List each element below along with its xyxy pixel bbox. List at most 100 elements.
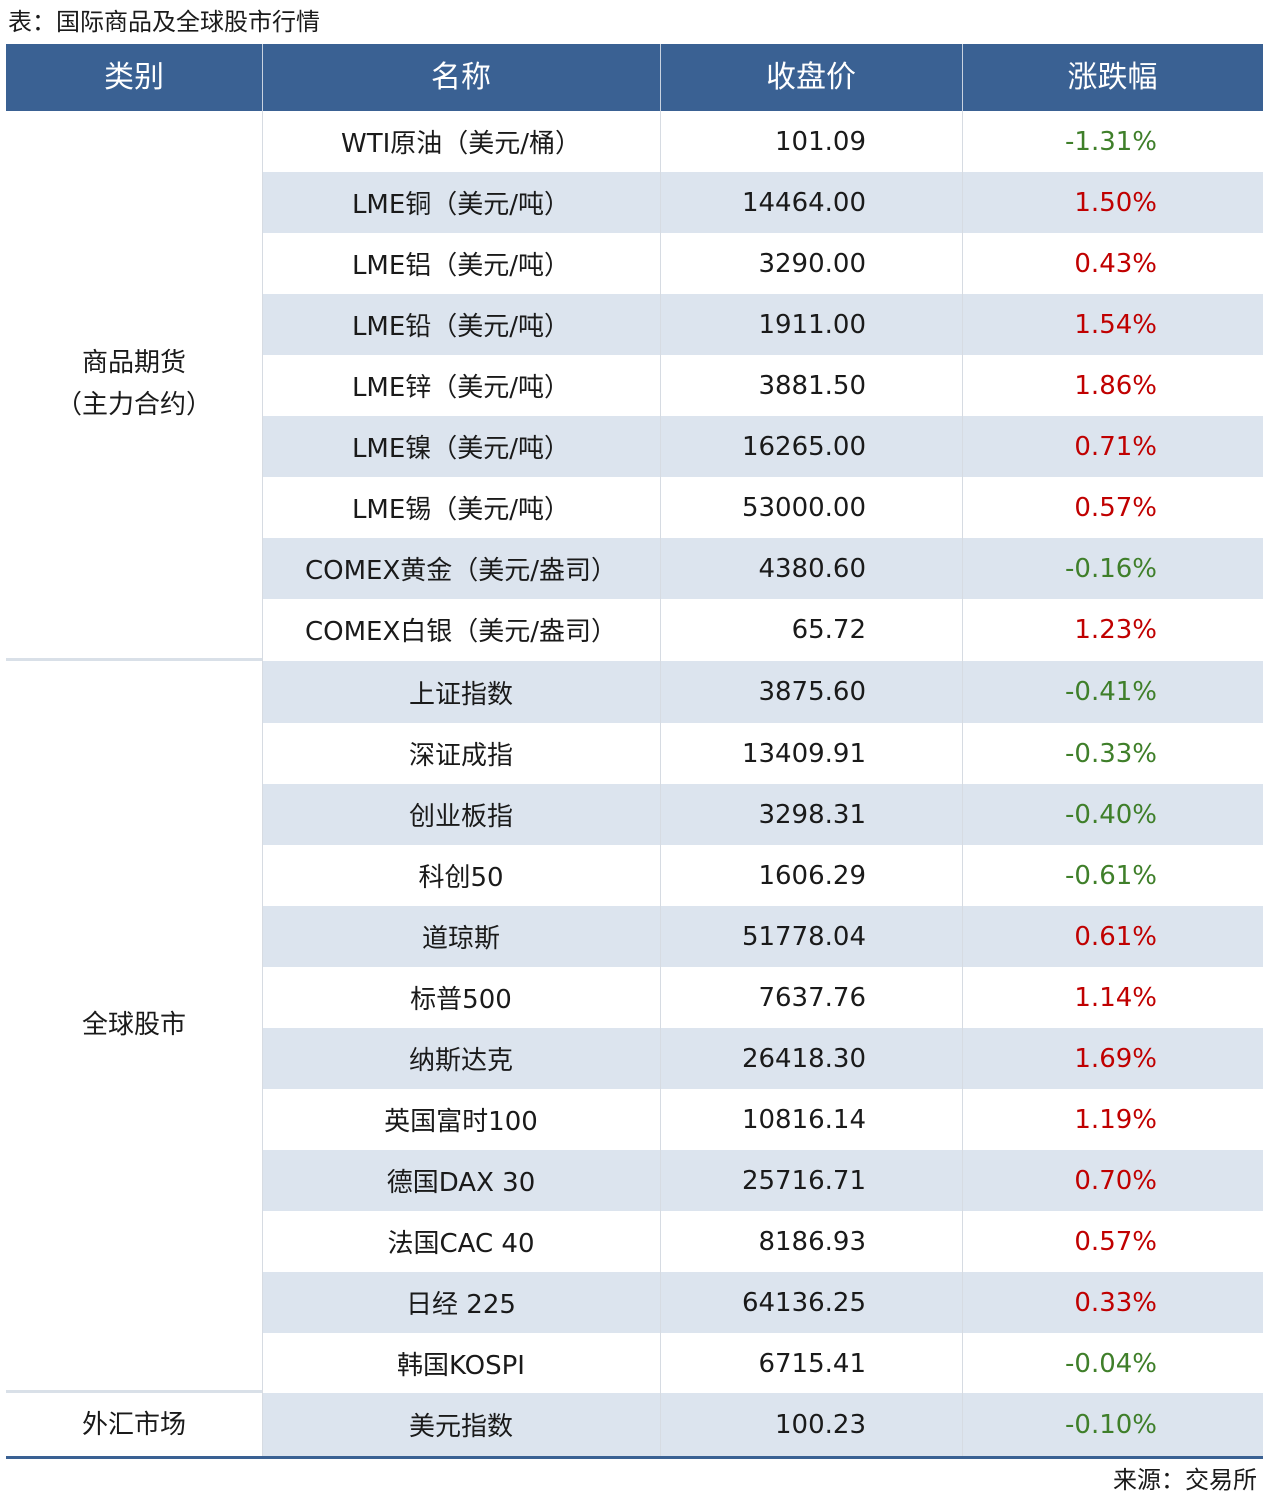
table-row: 纳斯达克 26418.30 1.69% [262,1028,1263,1089]
row-price: 26418.30 [741,1043,866,1074]
row-name: COMEX白银（美元/盎司） [304,617,618,647]
row-name: 法国CAC 40 [387,1229,535,1259]
category-sublabel: （主力合约） [55,390,212,420]
table-row: LME铝（美元/吨） 3290.00 0.43% [262,233,1263,294]
row-name: 韩国KOSPI [397,1351,525,1381]
row-change: 1.86% [1074,370,1157,401]
row-change: 0.33% [1074,1287,1157,1318]
table-row: 创业板指 3298.31 -0.40% [262,784,1263,845]
source-note: 来源：交易所 [1113,1466,1257,1494]
row-change: 1.19% [1074,1104,1157,1135]
row-change: 0.43% [1074,248,1157,279]
row-name: LME铜（美元/吨） [351,190,571,220]
row-price: 10816.14 [741,1104,866,1135]
row-price: 7637.76 [758,982,866,1013]
table-row: 韩国KOSPI 6715.41 -0.04% [262,1333,1263,1394]
header-divider [262,44,263,111]
row-name: 道琼斯 [421,924,500,954]
row-name: LME锌（美元/吨） [351,373,571,403]
category-label: 外汇市场 [81,1410,186,1440]
row-price: 16265.00 [741,431,866,462]
row-price: 3875.60 [758,677,866,707]
table-row: COMEX黄金（美元/盎司） 4380.60 -0.16% [262,538,1263,599]
category-commodities: 商品期货 （主力合约） [6,342,262,426]
row-change: -0.33% [1065,738,1157,769]
table-row: 日经 225 64136.25 0.33% [262,1272,1263,1333]
row-name: LME锡（美元/吨） [351,495,571,525]
row-price: 3881.50 [758,370,866,401]
table-row: 科创50 1606.29 -0.61% [262,845,1263,906]
table-row: LME锡（美元/吨） 53000.00 0.57% [262,477,1263,538]
table-row: WTI原油（美元/桶） 101.09 -1.31% [262,111,1263,172]
row-price: 13409.91 [741,738,866,769]
row-name: 纳斯达克 [408,1046,513,1076]
row-name: 创业板指 [408,802,513,832]
table-row: LME铜（美元/吨） 14464.00 1.50% [262,172,1263,233]
category-label: 商品期货 [81,348,186,378]
header-divider [660,44,661,111]
row-price: 1606.29 [758,860,866,891]
row-price: 25716.71 [741,1165,866,1196]
category-separator [6,1390,262,1393]
row-change: -0.16% [1065,553,1157,584]
row-name: LME镍（美元/吨） [351,434,571,464]
table-row: 美元指数 100.23 -0.10% [262,1393,1263,1456]
row-name: 标普500 [410,985,512,1015]
table-header: 类别 名称 收盘价 涨跌幅 [6,44,1263,111]
row-change: -0.40% [1065,799,1157,830]
row-change: 0.57% [1074,492,1157,523]
row-price: 100.23 [775,1409,866,1440]
table-row: LME铅（美元/吨） 1911.00 1.54% [262,294,1263,355]
table-row: 道琼斯 51778.04 0.61% [262,906,1263,967]
row-name: WTI原油（美元/桶） [340,129,582,159]
table-row: 深证成指 13409.91 -0.33% [262,723,1263,784]
row-name: COMEX黄金（美元/盎司） [304,556,618,586]
row-change: 0.70% [1074,1165,1157,1196]
table-caption: 表：国际商品及全球股市行情 [8,8,320,36]
row-change: 0.57% [1074,1226,1157,1257]
row-name: 美元指数 [408,1412,513,1442]
row-change: 1.50% [1074,187,1157,218]
row-name: 上证指数 [408,679,513,710]
row-change: -0.10% [1065,1409,1157,1440]
category-label: 全球股市 [81,1010,186,1040]
row-price: 14464.00 [741,187,866,218]
row-price: 3298.31 [758,799,866,830]
row-change: 1.54% [1074,309,1157,340]
row-name: LME铝（美元/吨） [351,251,571,281]
row-change: -0.41% [1065,677,1157,707]
row-change: -1.31% [1065,126,1157,157]
header-divider [962,44,963,111]
header-price: 收盘价 [766,60,856,95]
row-change: -0.04% [1065,1348,1157,1379]
row-name: 德国DAX 30 [386,1168,536,1198]
category-stocks: 全球股市 [6,1004,262,1046]
row-change: 1.14% [1074,982,1157,1013]
row-name: LME铅（美元/吨） [351,312,571,342]
table-row: 上证指数 3875.60 -0.41% [262,661,1263,723]
header-category: 类别 [104,60,164,95]
row-price: 4380.60 [758,553,866,584]
row-price: 65.72 [791,614,866,645]
category-separator [6,658,262,661]
table-row: 德国DAX 30 25716.71 0.70% [262,1150,1263,1211]
header-change: 涨跌幅 [1067,60,1158,95]
row-price: 101.09 [775,126,866,157]
table-row: 英国富时100 10816.14 1.19% [262,1089,1263,1150]
header-name: 名称 [431,60,491,95]
row-price: 8186.93 [758,1226,866,1257]
row-change: -0.61% [1065,860,1157,891]
row-change: 1.69% [1074,1043,1157,1074]
row-name: 深证成指 [408,741,513,771]
table-row: COMEX白银（美元/盎司） 65.72 1.23% [262,599,1263,660]
table-row: 标普500 7637.76 1.14% [262,967,1263,1028]
column-divider [660,111,661,1456]
table-row: LME镍（美元/吨） 16265.00 0.71% [262,416,1263,477]
table-row: 法国CAC 40 8186.93 0.57% [262,1211,1263,1272]
table-row: LME锌（美元/吨） 3881.50 1.86% [262,355,1263,416]
row-name: 英国富时100 [384,1107,538,1137]
row-price: 53000.00 [741,492,866,523]
row-change: 0.71% [1074,431,1157,462]
row-change: 1.23% [1074,614,1157,645]
row-price: 51778.04 [741,921,866,952]
